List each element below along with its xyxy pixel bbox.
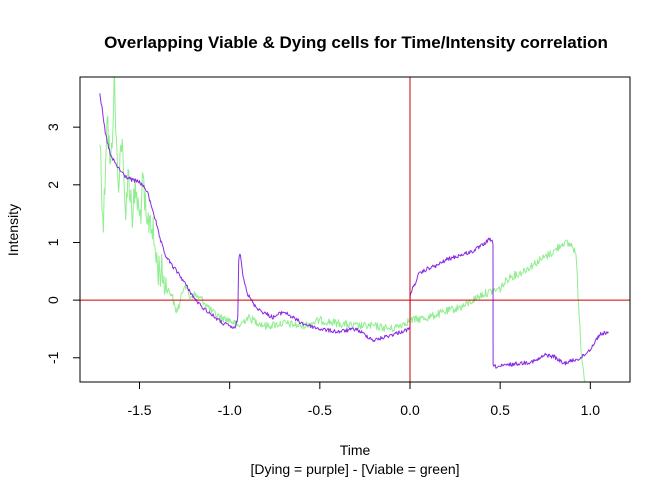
y-axis: -1 0 1 2 3 — [45, 123, 81, 364]
x-tick-label: -1.0 — [218, 402, 242, 418]
y-tick-label: 3 — [45, 123, 61, 131]
y-tick-label: -1 — [45, 351, 61, 364]
x-axis-label: Time — [340, 442, 371, 458]
y-tick-label: 2 — [45, 181, 61, 189]
x-tick-label: -0.5 — [308, 402, 332, 418]
series-line-viable — [99, 77, 586, 382]
x-tick-label: -1.5 — [127, 402, 151, 418]
x-tick-label: 0.5 — [490, 402, 510, 418]
series-line-dying — [99, 93, 609, 369]
y-tick-label: 1 — [45, 238, 61, 246]
chart-title: Overlapping Viable & Dying cells for Tim… — [104, 33, 608, 52]
plot-area — [80, 77, 630, 382]
x-axis: -1.5 -1.0 -0.5 0.0 0.5 1.0 — [127, 381, 601, 418]
x-tick-label: 0.0 — [400, 402, 420, 418]
x-tick-label: 1.0 — [581, 402, 601, 418]
plot-frame — [79, 76, 631, 383]
x-axis-sublabel: [Dying = purple] - [Viable = green] — [250, 461, 459, 477]
y-axis-label: Intensity — [5, 204, 21, 256]
y-tick-label: 0 — [45, 296, 61, 304]
